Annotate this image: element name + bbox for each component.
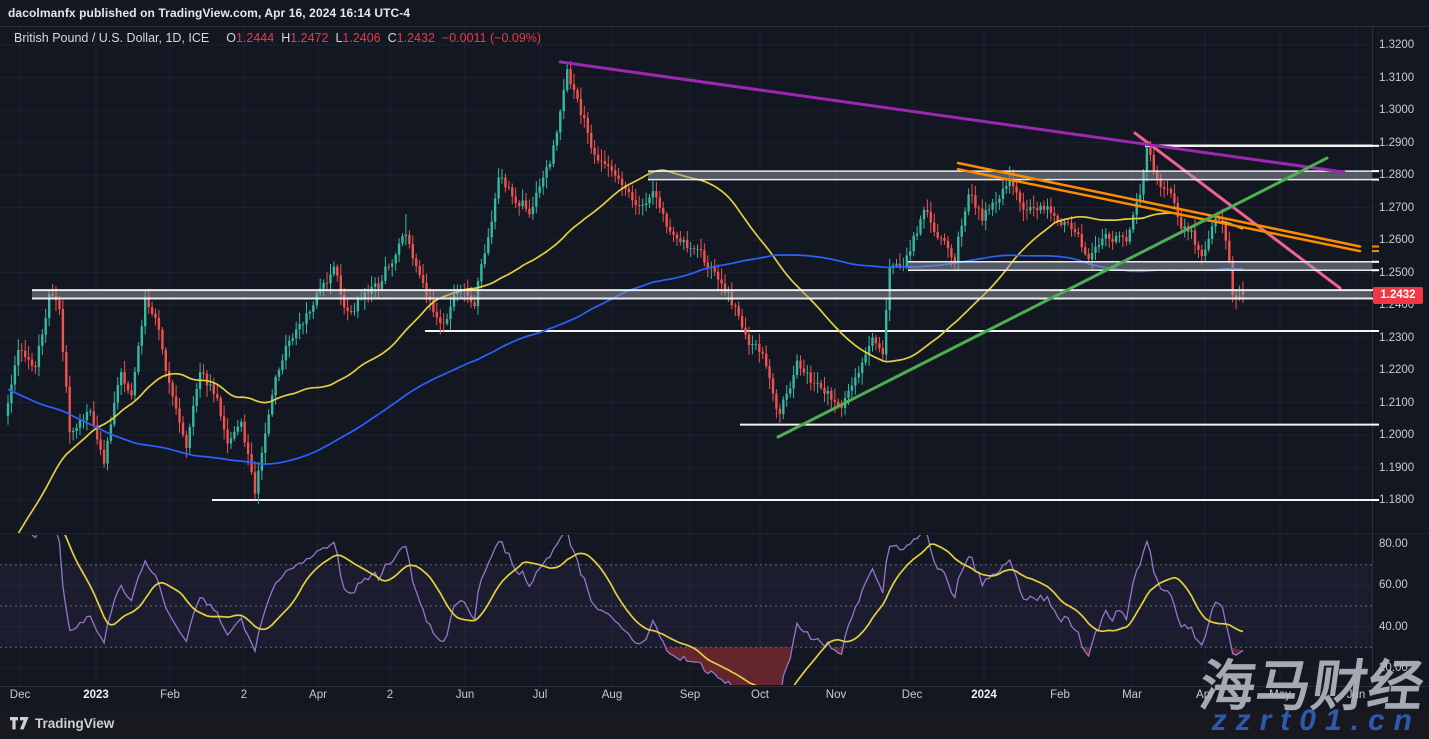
price-axis-label: 1.2000 xyxy=(1379,429,1415,441)
time-axis-label[interactable]: Mar xyxy=(1122,689,1142,701)
price-axis-label: 1.1800 xyxy=(1379,494,1415,506)
trendline-orange-channel-upper xyxy=(956,161,1362,248)
time-axis-label[interactable]: Dec xyxy=(901,689,923,701)
price-axis-label: 1.2500 xyxy=(1379,266,1415,279)
price-axis-label: 1.2800 xyxy=(1379,169,1415,181)
indicator-axis-label: 60.00 xyxy=(1379,579,1408,592)
price-axis-marks xyxy=(1372,144,1379,501)
trendline-orange-channel-lower xyxy=(956,167,1362,253)
high-value: 1.2472 xyxy=(290,31,329,45)
tradingview-icon xyxy=(10,717,29,730)
time-axis-label[interactable]: Apr xyxy=(1196,689,1214,701)
time-axis-label[interactable]: Jun xyxy=(1346,689,1366,701)
rsi-oversold-fill xyxy=(1231,647,1243,655)
trendline-descending-purple xyxy=(558,60,1346,174)
time-axis-label[interactable]: Aug xyxy=(601,689,623,701)
close-value: 1.2432 xyxy=(396,31,435,45)
time-axis-label[interactable]: 2 xyxy=(386,689,394,701)
rsi-ma-line xyxy=(64,535,1244,685)
price-axis-label: 1.1900 xyxy=(1379,461,1415,474)
price-axis-label: 1.2900 xyxy=(1379,136,1415,149)
sma-fast-line xyxy=(17,169,1244,533)
symbol-header[interactable]: British Pound / U.S. Dollar, 1D, ICE O1.2… xyxy=(14,31,541,45)
price-axis-label: 1.3200 xyxy=(1379,39,1415,51)
price-axis-label: 1.3000 xyxy=(1379,104,1415,116)
zone-supply-1.280 xyxy=(648,170,1372,181)
trendline-ascending-green xyxy=(776,156,1329,439)
footer-bar: TradingView xyxy=(0,710,1429,739)
time-axis-label[interactable]: 2024 xyxy=(971,689,997,701)
zone-support-1.252 xyxy=(908,261,1372,271)
rsi-line xyxy=(31,535,1244,685)
price-axis-label: 1.3100 xyxy=(1379,71,1415,84)
zone-support-1.244 xyxy=(32,289,1372,300)
tradingview-brand-text: TradingView xyxy=(35,716,115,731)
rsi-pane[interactable] xyxy=(0,508,1372,702)
watermark-url: zzrt01.cn xyxy=(1211,704,1421,737)
time-axis-label[interactable]: Dec xyxy=(9,689,31,701)
price-axis-label: 1.2300 xyxy=(1379,331,1415,344)
publish-info-bar: dacolmanfx published on TradingView.com,… xyxy=(8,6,411,20)
last-price-badge: 1.2432 xyxy=(1373,287,1423,304)
time-axis-label[interactable]: Nov xyxy=(825,689,847,701)
time-axis-label[interactable]: Jul xyxy=(532,689,548,701)
close-label: C xyxy=(387,31,397,45)
open-label: O xyxy=(226,31,236,45)
time-axis-label[interactable]: Feb xyxy=(1050,689,1070,701)
change-value: −0.0011 (−0.09%) xyxy=(441,31,542,45)
time-axis-label[interactable]: May xyxy=(1269,689,1291,701)
high-label: H xyxy=(281,31,291,45)
time-axis-label[interactable]: 2023 xyxy=(83,689,109,701)
rsi-oversold-fill xyxy=(665,647,793,685)
indicator-axis-label: 20.00 xyxy=(1379,662,1408,674)
time-axis-label[interactable]: 2 xyxy=(240,689,248,701)
tradingview-logo-link[interactable]: TradingView xyxy=(10,716,114,731)
price-axis-label: 1.2700 xyxy=(1379,201,1415,214)
open-value: 1.2444 xyxy=(235,31,275,45)
time-axis-label[interactable]: Feb xyxy=(160,689,180,701)
low-value: 1.2406 xyxy=(342,31,381,45)
low-label: L xyxy=(335,31,343,45)
price-axis-label: 1.2100 xyxy=(1379,396,1415,409)
price-axis-label: 1.2200 xyxy=(1379,364,1415,376)
symbol-title[interactable]: British Pound / U.S. Dollar, 1D, ICE xyxy=(14,31,210,45)
main-pane[interactable] xyxy=(6,60,1372,549)
indicator-axis-label: 40.00 xyxy=(1379,620,1408,633)
time-axis-label[interactable]: Oct xyxy=(751,689,769,701)
candles-layer xyxy=(6,60,1245,505)
indicator-axis-label: 80.00 xyxy=(1379,538,1408,550)
time-axis-label[interactable]: Jun xyxy=(455,689,475,701)
time-axis-label[interactable]: Apr xyxy=(309,689,327,701)
time-axis-label[interactable]: Sep xyxy=(679,689,701,701)
price-axis-label: 1.2600 xyxy=(1379,234,1415,246)
